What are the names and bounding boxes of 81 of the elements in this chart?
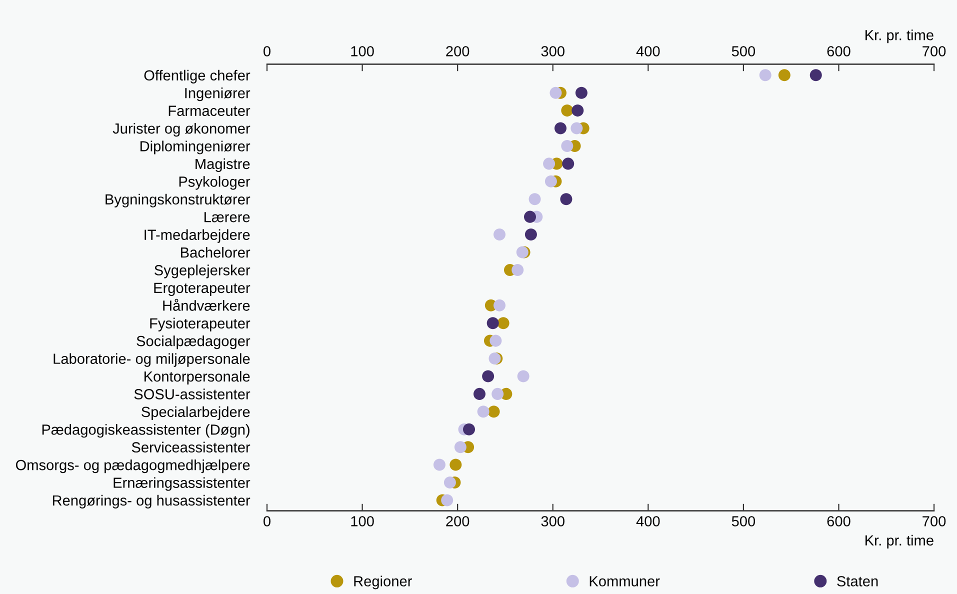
point bbox=[444, 476, 456, 489]
y-tick-label: Psykologer bbox=[179, 176, 250, 190]
legend-label: Staten bbox=[837, 576, 878, 586]
x2-tick-label: 500 bbox=[732, 46, 756, 56]
point bbox=[561, 140, 574, 152]
legend-label: Kommuner bbox=[590, 576, 660, 586]
y-tick-label: Ergoterapeuter bbox=[154, 282, 250, 296]
x-tick-label: 700 bbox=[922, 516, 946, 526]
point bbox=[463, 423, 476, 436]
point bbox=[543, 158, 556, 170]
point bbox=[488, 406, 500, 418]
point bbox=[473, 388, 486, 400]
point bbox=[512, 264, 524, 276]
point bbox=[524, 210, 536, 223]
y-tick-label: Jurister og økonomer bbox=[112, 122, 250, 137]
y-tick-label: Serviceassistenter bbox=[132, 442, 250, 453]
x-tick-label: 100 bbox=[351, 516, 374, 526]
point bbox=[544, 175, 557, 188]
x2-axis-title: Kr. pr. time bbox=[866, 30, 934, 44]
x-tick-label: 400 bbox=[636, 516, 660, 526]
point bbox=[562, 158, 574, 170]
y-tick-label: Omsorgs- og pædagogmedhjælpere bbox=[16, 460, 250, 474]
point bbox=[517, 370, 530, 382]
y-tick-label: Rengørings- og husassistenter bbox=[52, 494, 250, 509]
point bbox=[433, 458, 446, 471]
y-tick-label: Lærere bbox=[204, 212, 250, 222]
y-tick-label: Laboratorie- og miljøpersonale bbox=[54, 353, 250, 367]
y-tick-label: Kontorpersonale bbox=[144, 370, 250, 385]
point bbox=[441, 494, 454, 506]
x-tick-label: 600 bbox=[827, 516, 850, 526]
point bbox=[554, 122, 567, 134]
point bbox=[560, 193, 572, 206]
x2-tick-label: 600 bbox=[827, 46, 850, 56]
y-tick-label: Pædagogiskeassistenter (Døgn) bbox=[42, 424, 250, 438]
x2-tick-label: 300 bbox=[541, 46, 564, 56]
point bbox=[528, 193, 541, 206]
point bbox=[550, 86, 562, 99]
x2-tick-label: 200 bbox=[446, 46, 470, 56]
point bbox=[454, 441, 466, 454]
y-tick-label: IT-medarbejdere bbox=[144, 229, 250, 243]
point bbox=[810, 69, 822, 82]
point bbox=[572, 104, 584, 117]
point bbox=[497, 317, 510, 330]
point bbox=[490, 334, 502, 347]
y-tick-label: Fysioterapeuter bbox=[150, 318, 250, 332]
point bbox=[524, 228, 537, 241]
y-tick-label: Sygeplejersker bbox=[154, 264, 250, 278]
point bbox=[570, 122, 583, 134]
y-tick-label: SOSU-assistenter bbox=[134, 388, 250, 400]
x2-tick-label: 700 bbox=[922, 46, 946, 56]
y-tick-label: Ingeniører bbox=[185, 88, 250, 102]
point bbox=[561, 104, 574, 117]
x2-tick-label: 100 bbox=[351, 46, 374, 56]
point bbox=[778, 69, 790, 82]
x-tick-label: 200 bbox=[446, 516, 470, 526]
y-tick-label: Ernæringsassistenter bbox=[114, 477, 250, 491]
y-tick-label: Håndværkere bbox=[163, 298, 250, 311]
point bbox=[492, 388, 504, 400]
x-axis-title: Kr. pr. time bbox=[866, 534, 934, 548]
point bbox=[482, 370, 494, 382]
y-tick-label: Bachelorer bbox=[181, 246, 250, 258]
legend-label: Regioner bbox=[354, 576, 412, 590]
point bbox=[450, 458, 462, 471]
x2-tick-label: 400 bbox=[636, 46, 660, 56]
y-tick-label: Bygningskonstruktører bbox=[106, 194, 250, 208]
x-tick-label: 0 bbox=[264, 516, 270, 526]
y-tick-label: Magistre bbox=[196, 158, 250, 172]
x-tick-label: 500 bbox=[732, 516, 756, 526]
point bbox=[493, 299, 506, 312]
y-tick-label: Farmaceuter bbox=[168, 106, 250, 116]
point bbox=[575, 86, 588, 99]
point bbox=[477, 406, 490, 418]
y-tick-label: Offentlige chefer bbox=[144, 70, 250, 84]
point bbox=[486, 317, 499, 330]
y-tick-label: Specialarbejdere bbox=[142, 406, 250, 420]
x-tick-label: 300 bbox=[541, 516, 564, 526]
x2-tick-label: 0 bbox=[264, 46, 270, 56]
point bbox=[493, 228, 506, 241]
point bbox=[759, 69, 772, 82]
y-tick-label: Diplomingeniører bbox=[140, 140, 250, 154]
y-tick-label: Socialpædagoger bbox=[136, 336, 250, 350]
